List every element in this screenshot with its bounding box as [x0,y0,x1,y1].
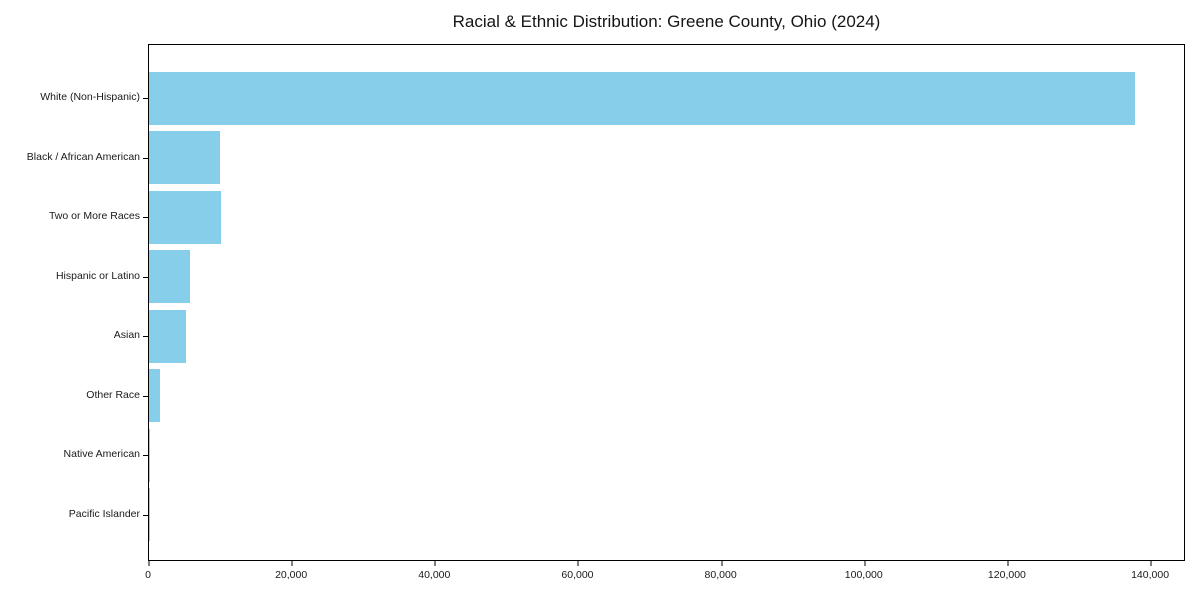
ytick-label-pacific-islander: Pacific Islander [68,507,140,520]
y-axis-tick [143,395,148,397]
xtick-label-60000: 60,000 [561,569,594,581]
x-axis-tick [1150,561,1152,566]
ytick-label-native-american: Native American [63,448,140,461]
x-axis-tick [721,561,723,566]
xtick-label-20000: 20,000 [275,569,308,581]
y-axis-tick [143,455,148,457]
xtick-label-0: 0 [145,569,151,581]
ytick-label-other-race: Other Race [86,388,140,401]
xtick-label-40000: 40,000 [418,569,451,581]
x-axis-tick [1007,561,1009,566]
x-axis-tick [434,561,436,566]
x-axis-tick [577,561,579,566]
bar-hispanic-or-latino [149,250,190,304]
bar-other-race [149,369,160,423]
bar-white-non-hispanic [149,71,1135,125]
y-axis-tick [143,276,148,278]
y-axis-tick [143,98,148,99]
y-axis-tick [143,336,148,338]
x-axis-tick [864,561,866,566]
y-axis-tick [143,514,148,516]
bar-native-american [149,428,150,482]
xtick-label-140000: 140,000 [1131,569,1170,581]
xtick-label-120000: 120,000 [987,569,1026,581]
x-axis-tick [148,561,150,566]
y-axis-labels: White (Non-Hispanic) Black / African Amer… [0,44,140,561]
bar-black-african-american [149,131,220,185]
plot-area [143,44,1185,566]
y-axis-tick [143,217,148,219]
bar-asian [149,309,186,363]
x-axis-tick [291,561,293,566]
xtick-label-80000: 80,000 [704,569,737,581]
y-axis-tick [143,157,148,159]
ytick-label-black-african-american: Black / African American [26,150,140,163]
chart-title: Racial & Ethnic Distribution: Greene Cou… [452,12,881,31]
ytick-label-white-non-hispanic: White (Non-Hispanic) [40,91,140,103]
bar-two-or-more-races [149,190,221,244]
ytick-label-two-or-more-races: Two or More Races [48,210,140,223]
ytick-label-hispanic-or-latino: Hispanic or Latino [55,269,140,282]
xtick-label-100000: 100,000 [844,569,883,581]
ytick-label-asian: Asian [113,329,140,342]
